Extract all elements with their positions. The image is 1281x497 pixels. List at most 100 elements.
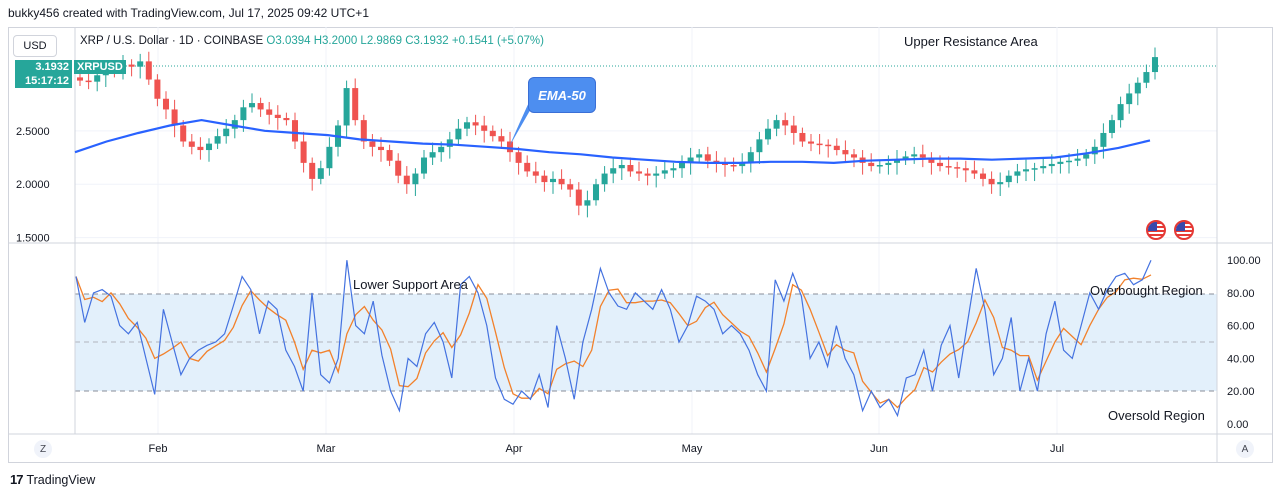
overbought-label: Overbought Region [1090,283,1203,298]
candle-body [85,80,92,83]
candle-body [825,144,832,147]
stoch-tick-label: 100.00 [1227,255,1261,267]
candle-body [979,173,987,179]
candle-body [850,154,858,158]
candle-body [498,136,505,142]
month-tick-label: Jul [1050,443,1064,455]
candle-body [627,165,634,172]
candle-body [661,170,668,174]
candle-body [1022,169,1030,172]
candle-body [782,120,789,126]
reset-zoom-button[interactable]: Z [34,440,52,458]
tradingview-mark-icon: 17 [10,472,24,487]
month-tick-label: Feb [149,443,168,455]
candle-body [240,107,247,121]
candle-body [1134,82,1141,94]
legend-close: C3.1932 [405,35,449,47]
candle-body [171,109,178,126]
candle-body [438,146,445,153]
candles [76,47,1159,218]
candle-body [816,143,823,146]
month-tick-label: Apr [505,443,522,455]
candle-body [377,146,385,151]
candle-body [1031,168,1038,170]
ema50-line [74,118,1151,165]
candle-body [618,165,625,169]
candle-body [162,98,170,110]
candle-body [739,162,746,167]
candle-body [764,128,772,140]
stoch-k-line [75,259,1152,418]
candle-body [369,141,376,147]
candle-body [395,160,402,176]
candle-body [266,109,273,115]
symbol-tag: XRPUSD [74,60,126,74]
candle-body [1040,166,1047,169]
candle-body [274,114,281,118]
candle-body [205,143,213,151]
candle-body [799,132,806,142]
legend-title: XRP / U.S. Dollar · 1D · COINBASE [80,35,264,47]
upper-resistance-label: Upper Resistance Area [904,34,1038,49]
candle-body [575,189,582,206]
candle-body [876,165,883,167]
candle-body [988,178,995,185]
price-axis-ticks: 1.5000 2.0000 2.5000 [16,126,50,245]
candle-body [678,162,686,169]
candle-body [137,61,144,67]
candle-body [893,159,901,163]
candle-body [197,146,204,151]
candle-body [515,152,522,163]
stoch-axis-ticks: 0.00 20.00 40.00 60.00 80.00 100.00 [1227,255,1261,431]
candle-body [790,125,797,133]
candle-body [1083,154,1090,159]
stoch-tick-label: 0.00 [1227,419,1248,431]
symbol-legend: XRP / U.S. Dollar · 1D · COINBASE O3.039… [80,35,544,47]
candle-body [455,128,462,140]
candle-body [558,178,565,185]
tradingview-logo-text: TradingView [26,472,96,487]
us-flag-event-icon[interactable] [1174,220,1194,240]
candle-body [489,130,496,137]
candle-body [1117,104,1124,121]
candle-body [524,162,531,172]
candle-body [386,150,393,161]
month-axis-ticks: Feb Mar Apr May Jun Jul [149,443,1065,455]
candle-body [248,103,256,108]
tradingview-logo[interactable]: 17 TradingView [10,472,95,487]
candle-body [928,157,935,163]
candle-body [644,173,651,176]
callout-pointer [509,100,536,147]
candle-body [188,141,195,147]
current-price-value: 3.1932 [35,61,69,73]
bar-countdown: 15:17:12 [24,75,69,87]
candle-body [670,168,677,171]
stoch-d-line [75,274,1152,409]
candle-body [687,157,694,163]
candle-body [936,162,944,167]
candle-body [584,200,591,206]
candle-body [481,125,488,131]
candle-body [326,146,333,169]
candle-body [1108,120,1116,133]
candle-body [420,157,428,174]
auto-scale-button[interactable]: A [1236,440,1254,458]
price-tick-label: 2.5000 [16,126,50,138]
candle-body [868,162,875,167]
candle-body [911,154,918,157]
candle-body [352,88,359,121]
us-flag-event-icon[interactable] [1146,220,1166,240]
candle-body [1014,171,1021,176]
oversold-label: Oversold Region [1108,408,1205,423]
candle-body [756,139,763,153]
candle-body [962,168,969,171]
candle-body [214,136,221,144]
candle-body [532,171,539,176]
stoch-tick-label: 40.00 [1227,353,1255,365]
candle-body [919,154,926,158]
candle-body [945,166,952,168]
candle-body [506,141,514,153]
currency-button[interactable]: USD [13,35,57,57]
candle-body [902,156,909,160]
